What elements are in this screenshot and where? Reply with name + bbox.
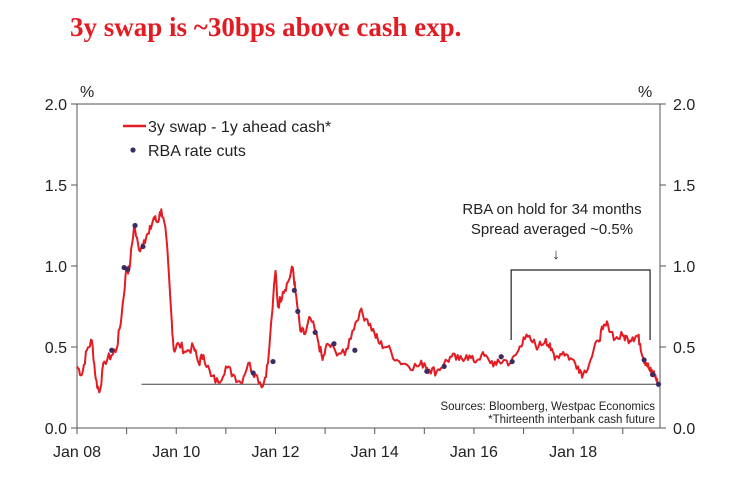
y-tick-label-left: 1.5 [45, 178, 67, 195]
sources-text: Sources: Bloomberg, Westpac Economics [440, 401, 655, 413]
rate-cut-point [441, 363, 447, 370]
footnote-text: *Thirteenth interbank cash future [488, 414, 655, 426]
rate-cut-point [498, 354, 504, 360]
annotation-line-1: RBA on hold for 34 months [462, 201, 641, 218]
x-tick-label: Jan 08 [53, 444, 101, 461]
x-tick-label: Jan 16 [450, 444, 498, 461]
y-tick-label-right: 0.0 [673, 421, 695, 438]
rate-cut-point [641, 357, 647, 363]
y-tick-label-right: 1.0 [673, 259, 695, 276]
annotation-line-2: Spread averaged ~0.5% [471, 221, 633, 238]
rate-cut-point [509, 358, 515, 365]
on-hold-bracket [510, 269, 651, 340]
y-tick-label-right: 2.0 [673, 97, 695, 114]
rate-cut-point [312, 329, 318, 336]
y-unit-right: % [638, 84, 652, 101]
x-axis: Jan 08 Jan 10 Jan 12 Jan 14 Jan 16 Jan 18 [53, 428, 624, 461]
y-tick-label-left: 0.5 [45, 340, 67, 357]
y-tick-label-right: 0.5 [673, 340, 695, 357]
rate-cut-point [649, 371, 656, 378]
y-axis-right: 0.0 0.5 1.0 1.5 2.0 [660, 97, 695, 438]
y-axis-left: 0.0 0.5 1.0 1.5 2.0 [45, 97, 77, 438]
rate-cut-point [295, 308, 301, 314]
rate-cut-point [270, 358, 276, 365]
rate-cut-point [109, 347, 115, 353]
y-tick-label-right: 1.5 [673, 178, 695, 195]
rate-cut-point [250, 370, 256, 376]
y-unit-left: % [80, 84, 94, 101]
legend-swatch-dot [130, 147, 136, 153]
rate-cut-point [655, 381, 662, 387]
rate-cut-point [352, 347, 358, 353]
x-tick-label: Jan 14 [351, 444, 399, 461]
rate-cut-point [140, 243, 146, 250]
rate-cut-point [132, 222, 138, 229]
legend-label-swap: 3y swap - 1y ahead cash* [148, 119, 331, 136]
y-tick-label-left: 1.0 [45, 259, 67, 276]
y-tick-label-left: 0.0 [45, 421, 67, 438]
series-line-swap-spread [76, 208, 659, 394]
rate-cut-point [125, 266, 131, 272]
annotation-arrow: ↓ [552, 246, 560, 263]
rate-cut-point [291, 287, 297, 293]
x-tick-label: Jan 12 [251, 444, 299, 461]
y-tick-label-left: 2.0 [45, 97, 67, 114]
chart-title: 3y swap is ~30bps above cash exp. [70, 12, 462, 42]
rate-cut-point [424, 368, 430, 374]
x-tick-label: Jan 10 [152, 444, 200, 461]
rba-rate-cut-points [109, 222, 662, 387]
rate-cut-point [331, 341, 337, 347]
x-tick-label: Jan 18 [549, 444, 597, 461]
legend-label-cuts: RBA rate cuts [148, 143, 246, 160]
